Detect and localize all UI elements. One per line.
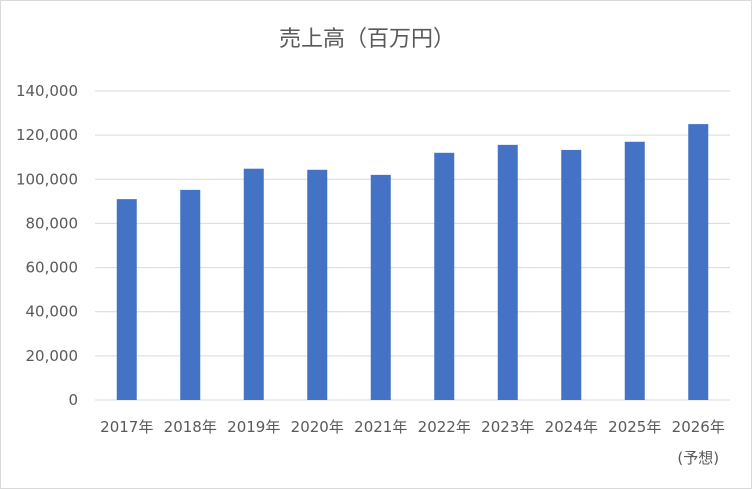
- x-tick-label: 2020年: [291, 418, 344, 436]
- bar-2024年: [561, 149, 582, 400]
- x-tick-label: 2017年: [100, 418, 153, 436]
- x-tick-label: 2018年: [164, 418, 217, 436]
- x-tick-note: (予想): [677, 449, 719, 467]
- x-tick-label: 2026年: [672, 418, 725, 436]
- bar-2019年: [243, 168, 264, 400]
- bar-2025年: [624, 141, 645, 400]
- gridlines: [95, 90, 730, 401]
- bar-2020年: [307, 169, 328, 400]
- x-tick-label: 2021年: [354, 418, 407, 436]
- y-tick-label: 20,000: [26, 347, 79, 365]
- y-tick-label: 0: [68, 391, 78, 409]
- y-tick-label: 80,000: [26, 214, 79, 232]
- x-axis-ticks: 2017年 2018年 2019年 2020年 2021年 2022年 2023年 2024年…: [100, 418, 725, 467]
- y-axis-ticks: 0 20,000 40,000 60,000 80,000 100,000 120,000 1…: [16, 82, 78, 409]
- x-tick-label: 2023年: [481, 418, 534, 436]
- x-tick-label: 2025年: [608, 418, 661, 436]
- chart-title: 売上高（百万円）: [279, 27, 455, 52]
- y-tick-label: 60,000: [26, 259, 79, 277]
- bar-2026年: [688, 124, 709, 400]
- y-tick-label: 140,000: [16, 82, 78, 100]
- y-tick-label: 100,000: [16, 170, 78, 188]
- x-tick-label: 2019年: [227, 418, 280, 436]
- y-tick-label: 120,000: [16, 126, 78, 144]
- x-tick-label: 2022年: [418, 418, 471, 436]
- bars: [116, 124, 709, 400]
- bar-2018年: [180, 189, 201, 400]
- bar-2022年: [434, 152, 455, 400]
- y-tick-label: 40,000: [26, 303, 79, 321]
- x-tick-label: 2024年: [545, 418, 598, 436]
- bar-2021年: [370, 174, 391, 400]
- bar-2023年: [497, 144, 518, 400]
- bar-2017年: [116, 199, 137, 400]
